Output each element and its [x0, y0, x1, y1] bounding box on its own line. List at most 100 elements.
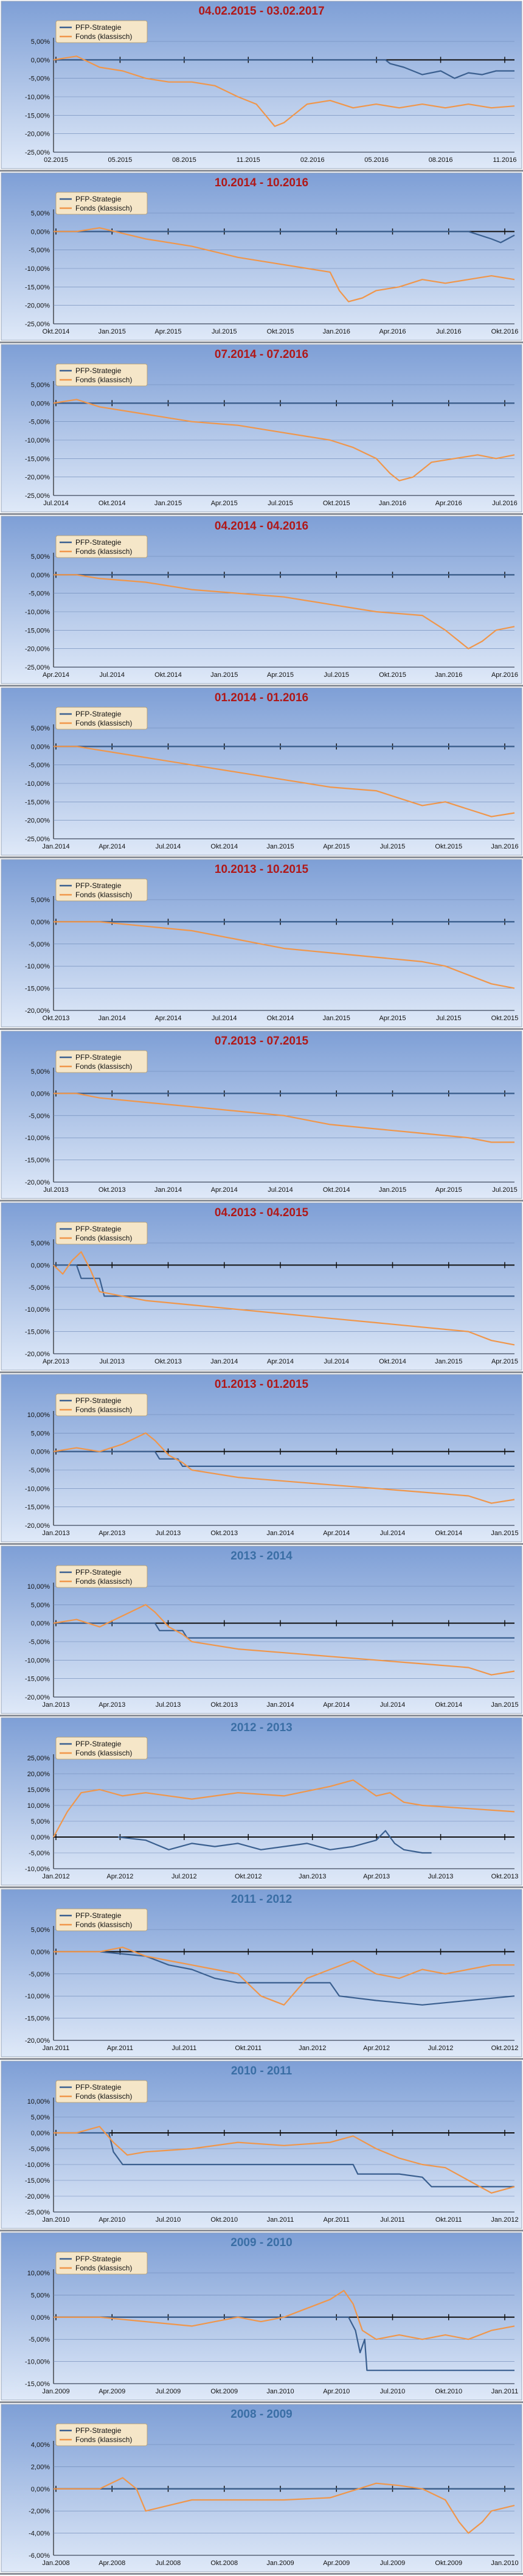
y-tick-label: -15,00% — [25, 1676, 50, 1683]
series-line — [54, 1264, 514, 1297]
legend-label: PFP-Strategie — [75, 1225, 122, 1233]
y-tick-label: -10,00% — [25, 265, 50, 273]
y-tick-label: -20,00% — [25, 1179, 50, 1186]
y-tick-label: 25,00% — [27, 1755, 50, 1762]
y-tick-label: -15,00% — [25, 2177, 50, 2185]
y-tick-label: 0,00% — [31, 400, 50, 407]
y-tick-label: -25,00% — [25, 664, 50, 671]
chart-svg: 2012 - 2013 25,00% 20,00% 15,00% 10,00% 5,00%… — [1, 1717, 522, 1886]
series-line — [54, 746, 515, 817]
x-tick-label: Okt.2015 — [435, 843, 462, 850]
x-tick-label: Jul.2014 — [380, 1701, 406, 1709]
chart-title: 2011 - 2012 — [231, 1893, 292, 1906]
x-tick-label: Jul.2013 — [428, 1873, 454, 1880]
chart-svg: 04.2013 - 04.2015 5,00% 0,00% -5,00% -10,00%… — [1, 1202, 522, 1371]
y-tick-label: -4,00% — [29, 2530, 50, 2538]
series-line — [53, 1432, 515, 1504]
series-line — [54, 1622, 514, 1639]
x-tick-label: Jan.2014 — [154, 1186, 182, 1194]
y-tick-label: -10,00% — [25, 1866, 50, 1873]
x-tick-label: 02.2015 — [44, 156, 68, 164]
legend-box — [55, 707, 148, 730]
x-tick-label: Jul.2015 — [268, 500, 293, 507]
x-tick-label: Jul.2009 — [380, 2560, 406, 2567]
x-tick-label: Jan.2010 — [42, 2216, 69, 2224]
x-tick-label: Apr.2014 — [43, 671, 69, 679]
legend-label: Fonds (klassisch) — [75, 376, 132, 384]
chart-panel: 01.2014 - 01.2016 5,00% 0,00% -5,00% -10,00%… — [0, 687, 523, 858]
y-tick-label: 0,00% — [31, 1834, 50, 1841]
y-tick-label: 0,00% — [31, 1948, 50, 1956]
x-tick-label: Apr.2014 — [154, 1015, 181, 1022]
x-tick-label: Okt.2011 — [235, 2045, 262, 2052]
x-tick-label: Jan.2008 — [42, 2560, 69, 2567]
y-tick-label: -25,00% — [25, 2209, 50, 2216]
x-tick-label: Jul.2013 — [99, 1358, 125, 1365]
x-tick-label: Okt.2015 — [323, 500, 350, 507]
x-tick-label: 11.2015 — [237, 156, 260, 164]
y-tick-label: -25,00% — [25, 836, 50, 843]
y-tick-label: 5,00% — [31, 1240, 50, 1247]
x-tick-label: Apr.2015 — [435, 1186, 462, 1194]
series-line — [53, 1779, 515, 1838]
chart-panel: 04.2014 - 04.2016 5,00% 0,00% -5,00% -10,00%… — [0, 515, 523, 687]
x-tick-label: Okt.2016 — [491, 328, 519, 335]
y-tick-label: -20,00% — [25, 817, 50, 825]
chart-title: 2012 - 2013 — [230, 1721, 292, 1734]
x-tick-label: Okt.2014 — [210, 843, 238, 850]
series-line — [53, 1251, 515, 1346]
x-tick-label: Okt.2013 — [154, 1358, 182, 1365]
legend-label: Fonds (klassisch) — [75, 719, 132, 727]
y-tick-label: 5,00% — [31, 1068, 50, 1076]
y-tick-label: -10,00% — [25, 780, 50, 788]
y-tick-label: 10,00% — [27, 1412, 50, 1419]
y-tick-label: 5,00% — [31, 725, 50, 732]
x-tick-label: Jan.2011 — [491, 2388, 518, 2395]
x-tick-label: Okt.2014 — [43, 328, 70, 335]
chart-panel: 01.2013 - 01.2015 10,00% 5,00% 0,00% -5,00% -… — [0, 1373, 523, 1545]
y-tick-label: 0,00% — [31, 1620, 50, 1628]
x-tick-label: Jul.2016 — [436, 328, 462, 335]
chart-svg: 07.2014 - 07.2016 5,00% 0,00% -5,00% -10,00%… — [1, 344, 522, 513]
legend-label: PFP-Strategie — [75, 1568, 122, 1577]
x-tick-label: Jul.2012 — [171, 1873, 197, 1880]
y-tick-label: -5,00% — [29, 590, 50, 598]
y-tick-label: 0,00% — [31, 1090, 50, 1097]
y-tick-label: 0,00% — [31, 743, 50, 751]
x-tick-label: Okt.2010 — [210, 2216, 238, 2224]
series-line — [117, 1830, 432, 1854]
chart-title: 04.2013 - 04.2015 — [215, 1206, 309, 1219]
x-tick-label: Jul.2014 — [156, 843, 181, 850]
x-tick-label: Jan.2011 — [267, 2216, 294, 2224]
y-tick-label: -20,00% — [25, 1522, 50, 1530]
x-tick-label: Apr.2011 — [107, 2045, 133, 2052]
x-tick-label: Jan.2012 — [491, 2216, 518, 2224]
x-tick-label: Jan.2011 — [43, 2045, 69, 2052]
x-tick-label: Jul.2014 — [324, 1358, 349, 1365]
chart-title: 2008 - 2009 — [230, 2408, 292, 2421]
x-tick-label: Jan.2012 — [299, 2045, 326, 2052]
y-tick-label: -20,00% — [25, 2037, 50, 2045]
series-line — [54, 2316, 514, 2371]
x-tick-label: Jul.2013 — [43, 1186, 69, 1194]
y-tick-label: 10,00% — [27, 2098, 50, 2105]
x-tick-label: Jul.2014 — [212, 1015, 237, 1022]
legend-label: PFP-Strategie — [75, 881, 122, 890]
legend-box — [55, 1737, 148, 1760]
x-tick-label: Jul.2011 — [380, 2216, 405, 2224]
y-tick-label: -15,00% — [25, 799, 50, 806]
y-tick-label: -10,00% — [25, 2161, 50, 2169]
y-tick-label: 0,00% — [31, 228, 50, 236]
chart-title: 04.02.2015 - 03.02.2017 — [198, 5, 324, 18]
chart-panel: 2008 - 2009 4,00% 2,00% 0,00% -2,00% -4,00% -6… — [0, 2403, 523, 2575]
x-tick-label: Jul.2015 — [436, 1015, 462, 1022]
x-tick-label: Jan.2015 — [323, 1015, 350, 1022]
legend-label: Fonds (klassisch) — [75, 1234, 132, 1242]
y-tick-label: 0,00% — [31, 2486, 50, 2493]
y-tick-label: -20,00% — [25, 1351, 50, 1358]
y-tick-label: -25,00% — [25, 149, 50, 156]
x-tick-label: Okt.2013 — [491, 1873, 519, 1880]
y-tick-label: 10,00% — [27, 1583, 50, 1591]
